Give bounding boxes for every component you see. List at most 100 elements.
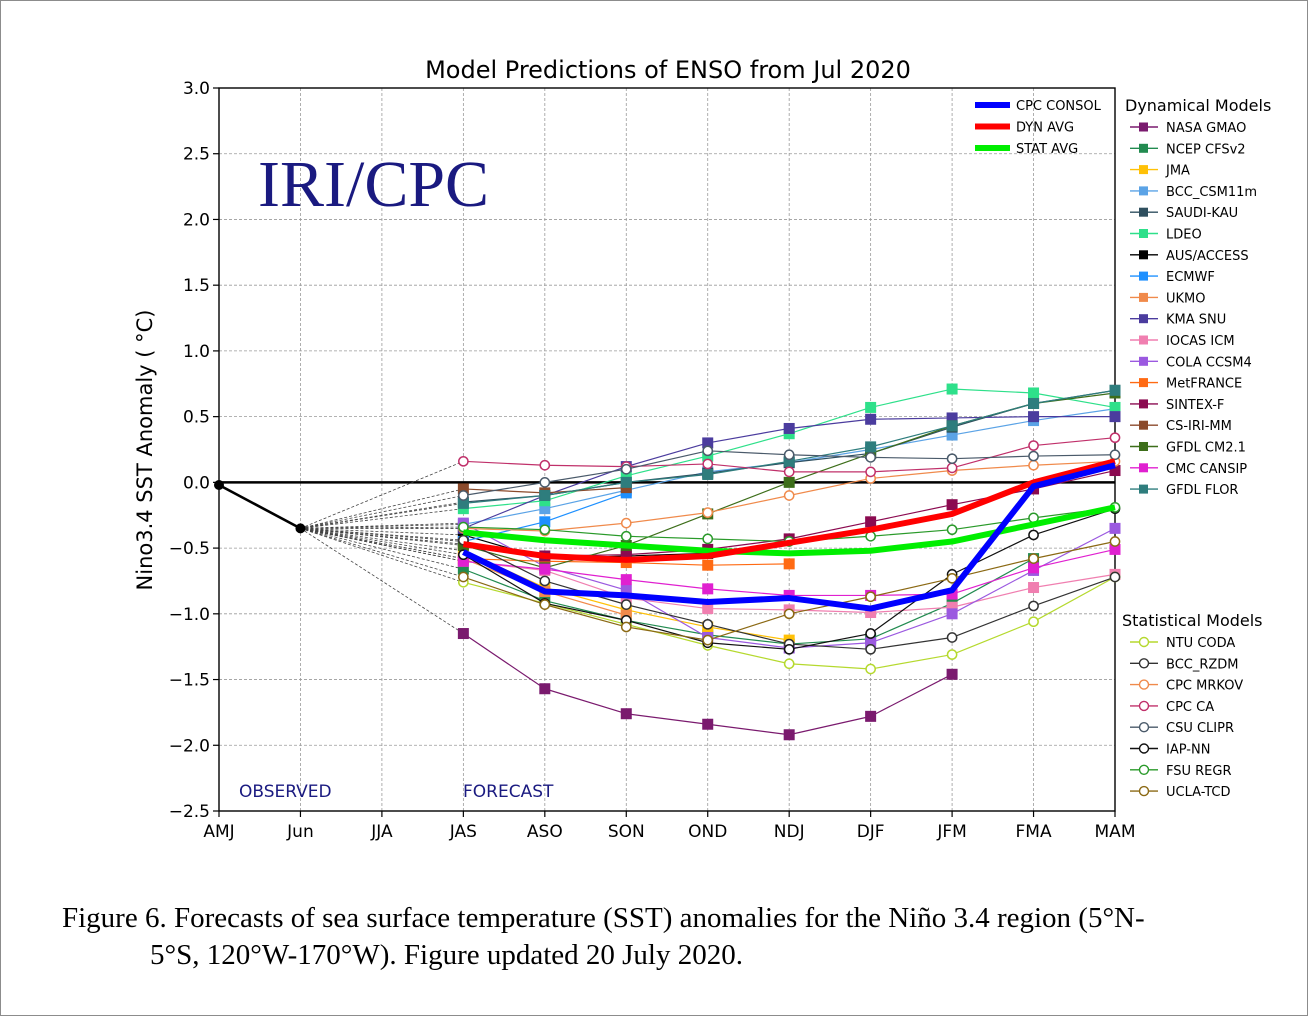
ntu-coda-point: [783, 658, 795, 670]
kma-snu-point: [1028, 411, 1040, 423]
csu-clipr-point: [783, 449, 795, 461]
csu-clipr-point: [946, 453, 958, 465]
fsu-regr-point: [946, 524, 958, 536]
forecast-connector: [300, 527, 464, 536]
legend-marker: [1139, 335, 1148, 345]
gfdl-cm2-1-point: [783, 476, 795, 488]
observed-point: [295, 523, 306, 534]
legend-marker: [1138, 636, 1150, 648]
cpc-ca-point: [458, 455, 469, 467]
ucla-tcd-point: [946, 572, 958, 584]
cmc-cansip-point: [1028, 562, 1040, 574]
legend-marker: [1139, 420, 1148, 430]
stat-avg-line: [463, 504, 1116, 557]
forecast-connector: [300, 527, 464, 541]
forecast-connector: [300, 527, 464, 570]
legend-entry: IAP-NN: [1166, 743, 1210, 758]
gfdl-flor-point: [946, 420, 958, 432]
x-tick-label: OND: [688, 822, 727, 842]
cpc-ca-point: [946, 462, 958, 474]
legend-entry: NCEP CFSv2: [1166, 142, 1246, 157]
forecast-connector: [300, 522, 464, 529]
ncep-cfsv2-line: [463, 558, 1034, 645]
legend-entry: MetFRANCE: [1166, 377, 1242, 392]
bcc-rzdm-point: [620, 599, 632, 610]
y-tick-label: 0.0: [183, 473, 210, 493]
legend-marker: [1139, 207, 1148, 217]
legend-entry: CMC CANSIP: [1166, 462, 1247, 477]
legend-marker: [1139, 314, 1148, 324]
legend-marker: [1139, 484, 1148, 494]
legend-entry: KMA SNU: [1166, 313, 1226, 328]
ntu-coda-point: [946, 649, 958, 660]
legend-marker: [1139, 463, 1148, 473]
legend-marker: [1138, 785, 1150, 797]
cpc-ca-point: [783, 466, 795, 478]
cpc-mrkov-point: [702, 507, 714, 518]
kma-snu-point: [1109, 411, 1121, 423]
legend-entry: NTU CODA: [1166, 636, 1235, 651]
x-tick-label: JFM: [936, 822, 966, 842]
iocas-icm-point: [702, 603, 714, 615]
cmc-cansip-point: [539, 563, 551, 575]
fsu-regr-point: [458, 521, 469, 533]
ldeo-point: [865, 401, 877, 413]
gfdl-flor-point: [539, 490, 551, 502]
plot-series: [214, 383, 1121, 741]
legend-marker: [1138, 658, 1150, 669]
legend-entry: SINTEX-F: [1166, 398, 1224, 413]
csu-clipr-point: [1028, 450, 1039, 462]
ucla-tcd-point: [1028, 553, 1039, 564]
legend: CPC CONSOL DYN AVG STAT AVG Dynamical Model…: [975, 96, 1271, 800]
legend-marker: [1139, 250, 1148, 260]
legend-entry: CSU CLIPR: [1166, 721, 1234, 736]
legend-entry: CPC CA: [1166, 700, 1214, 715]
legend-marker: [1138, 743, 1150, 754]
nasa-gmao-point: [783, 729, 795, 741]
ucla-tcd-point: [620, 621, 632, 633]
legend-entry: BCC_RZDM: [1166, 657, 1239, 672]
ucla-tcd-point: [702, 634, 714, 646]
legend-entry: NASA GMAO: [1166, 121, 1246, 136]
forecast-connector: [300, 527, 464, 562]
csu-clipr-point: [1109, 449, 1121, 461]
y-tick-label: 0.5: [183, 408, 210, 428]
legend-marker: [1138, 764, 1150, 775]
ntu-coda-point: [865, 663, 876, 675]
cpc-ca-point: [539, 459, 551, 471]
csu-clipr-point: [539, 477, 551, 488]
gfdl-flor-point: [702, 468, 714, 480]
legend-entry: CPC MRKOV: [1166, 679, 1243, 694]
forecast-connector: [300, 488, 464, 529]
gfdl-flor-point: [1028, 397, 1040, 409]
gfdl-flor-point: [620, 476, 632, 488]
bcc-rzdm-point: [702, 618, 714, 630]
x-tick-label: FMA: [1016, 822, 1052, 842]
y-tick-label: 3.0: [183, 79, 210, 99]
legend-entry: SAUDI-KAU: [1166, 206, 1238, 221]
csu-clipr-point: [620, 463, 632, 475]
x-tick-label: DJF: [857, 822, 885, 842]
forecast-connector: [300, 503, 464, 529]
csu-clipr-point: [702, 445, 714, 457]
forecast-connector: [300, 527, 464, 556]
sintex-f-point: [865, 516, 877, 528]
sintex-f-point: [946, 499, 958, 511]
cpc-ca-point: [1109, 432, 1121, 444]
y-axis-label: Nino3.4 SST Anomaly ( °C): [133, 310, 157, 591]
x-tick-label: JJA: [370, 822, 393, 842]
x-tick-label: AMJ: [203, 822, 234, 842]
legend-entry: GFDL FLOR: [1166, 483, 1238, 498]
fsu-regr-point: [620, 530, 632, 542]
forecast-connector: [300, 527, 464, 578]
metfrance-point: [783, 558, 795, 570]
legend-marker: [1139, 186, 1148, 196]
y-tick-label: 1.5: [183, 276, 210, 296]
forecast-connector: [300, 527, 464, 583]
bcc-rzdm-point: [865, 643, 876, 655]
forecast-connector: [300, 508, 464, 529]
forecast-connector: [300, 460, 464, 529]
legend-entry: UCLA-TCD: [1166, 785, 1231, 800]
fsu-regr-point: [702, 533, 714, 545]
